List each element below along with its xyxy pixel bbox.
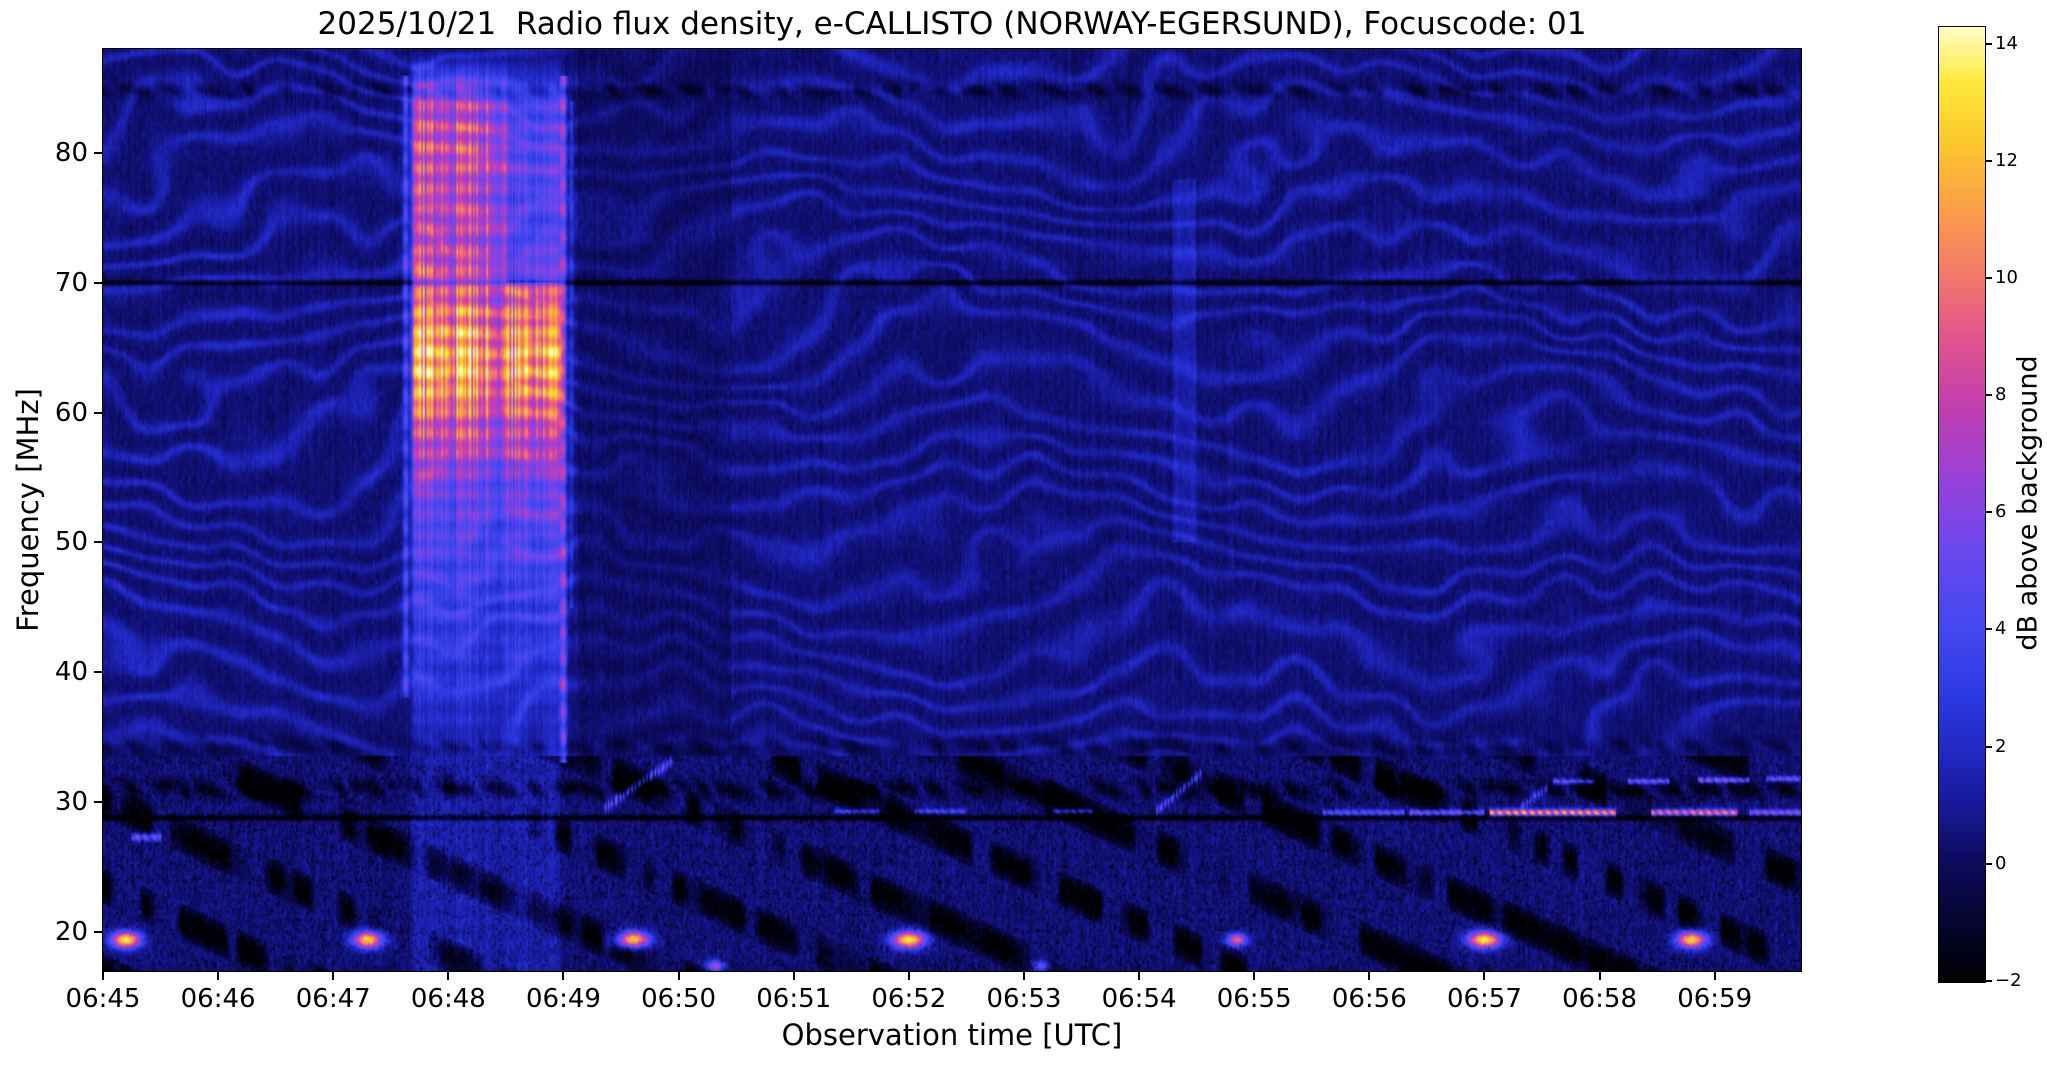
x-tick-mark <box>792 972 795 980</box>
y-tick-mark <box>94 801 102 804</box>
x-tick-mark <box>102 972 104 980</box>
y-tick-label: 60 <box>54 397 88 428</box>
x-axis-label: Observation time [UTC] <box>781 1018 1123 1052</box>
x-tick-mark <box>677 972 680 980</box>
x-tick-mark <box>1483 972 1486 980</box>
colorbar-tick-mark <box>1985 394 1992 397</box>
x-tick-label: 06:49 <box>526 984 601 1014</box>
colorbar-tick-label: 0 <box>1995 852 2007 874</box>
y-tick-mark <box>94 671 102 674</box>
colorbar-tick-mark <box>1985 862 1992 865</box>
x-tick-mark <box>1598 972 1601 980</box>
x-tick-label: 06:54 <box>1101 984 1177 1014</box>
x-tick-label: 06:52 <box>871 984 947 1014</box>
x-tick-mark <box>1368 972 1371 980</box>
x-tick-mark <box>1253 972 1256 980</box>
y-tick-mark <box>94 411 102 414</box>
x-tick-label: 06:57 <box>1446 984 1522 1014</box>
y-tick-label: 20 <box>54 917 88 948</box>
x-tick-label: 06:53 <box>986 984 1062 1014</box>
colorbar-tick-label: 14 <box>1995 32 2018 54</box>
spectrogram-heatmap <box>102 48 1802 972</box>
colorbar-tick-mark <box>1985 628 1992 631</box>
x-tick-mark <box>562 972 565 980</box>
x-tick-label: 06:51 <box>756 984 832 1014</box>
x-tick-mark <box>447 972 450 980</box>
x-tick-label: 06:59 <box>1677 984 1753 1014</box>
colorbar-tick-mark <box>1985 42 1992 45</box>
colorbar-tick-mark <box>1985 511 1992 514</box>
y-tick-label: 80 <box>54 137 88 168</box>
y-tick-mark <box>94 541 102 544</box>
colorbar-tick-label: 6 <box>1995 501 2007 523</box>
x-tick-mark <box>1713 972 1716 980</box>
y-tick-mark <box>94 931 102 934</box>
y-tick-label: 70 <box>54 267 88 298</box>
colorbar-tick-label: 8 <box>1995 384 2007 406</box>
colorbar-tick-label: 2 <box>1995 735 2007 757</box>
x-tick-label: 06:46 <box>180 984 256 1014</box>
y-tick-label: 50 <box>54 527 88 558</box>
colorbar-label: dB above background <box>2012 355 2044 651</box>
x-tick-mark <box>1138 972 1141 980</box>
y-tick-mark <box>94 281 102 284</box>
chart-title: 2025/10/21 Radio flux density, e-CALLIST… <box>317 6 1587 42</box>
colorbar-tick-mark <box>1985 980 1992 982</box>
x-tick-label: 06:45 <box>65 984 141 1014</box>
x-tick-label: 06:56 <box>1331 984 1407 1014</box>
y-tick-mark <box>94 151 102 154</box>
colorbar-tick-mark <box>1985 745 1992 748</box>
colorbar-tick-mark <box>1985 276 1992 279</box>
colorbar-tick-label: 4 <box>1995 618 2007 640</box>
x-tick-mark <box>1022 972 1025 980</box>
x-tick-mark <box>217 972 220 980</box>
x-tick-label: 06:48 <box>410 984 486 1014</box>
y-tick-label: 40 <box>54 657 88 688</box>
x-tick-label: 06:47 <box>295 984 371 1014</box>
x-tick-label: 06:55 <box>1216 984 1292 1014</box>
colorbar-tick-label: −2 <box>1995 970 2022 991</box>
colorbar-tick-mark <box>1985 159 1992 162</box>
x-tick-label: 06:50 <box>641 984 717 1014</box>
x-tick-label: 06:58 <box>1562 984 1637 1014</box>
colorbar-tick-label: 10 <box>1995 266 2018 288</box>
colorbar-tick-label: 12 <box>1995 149 2018 171</box>
x-tick-mark <box>907 972 910 980</box>
colorbar-gradient <box>1938 26 1986 983</box>
y-tick-label: 30 <box>54 787 88 818</box>
x-tick-mark <box>332 972 335 980</box>
